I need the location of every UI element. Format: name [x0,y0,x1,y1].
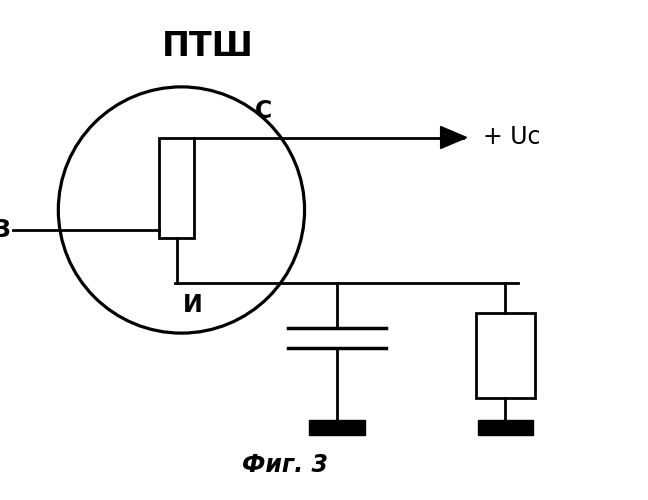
Text: Фиг. 3: Фиг. 3 [242,454,328,477]
Text: + Uc: + Uc [483,126,540,150]
Bar [476,312,535,398]
Bar [478,420,533,435]
Text: ПТШ: ПТШ [161,30,253,63]
Text: С: С [255,98,273,122]
Text: И: И [183,292,203,316]
Bar [159,138,194,237]
Polygon shape [441,126,467,148]
Text: З: З [0,218,10,242]
Bar [310,420,364,435]
